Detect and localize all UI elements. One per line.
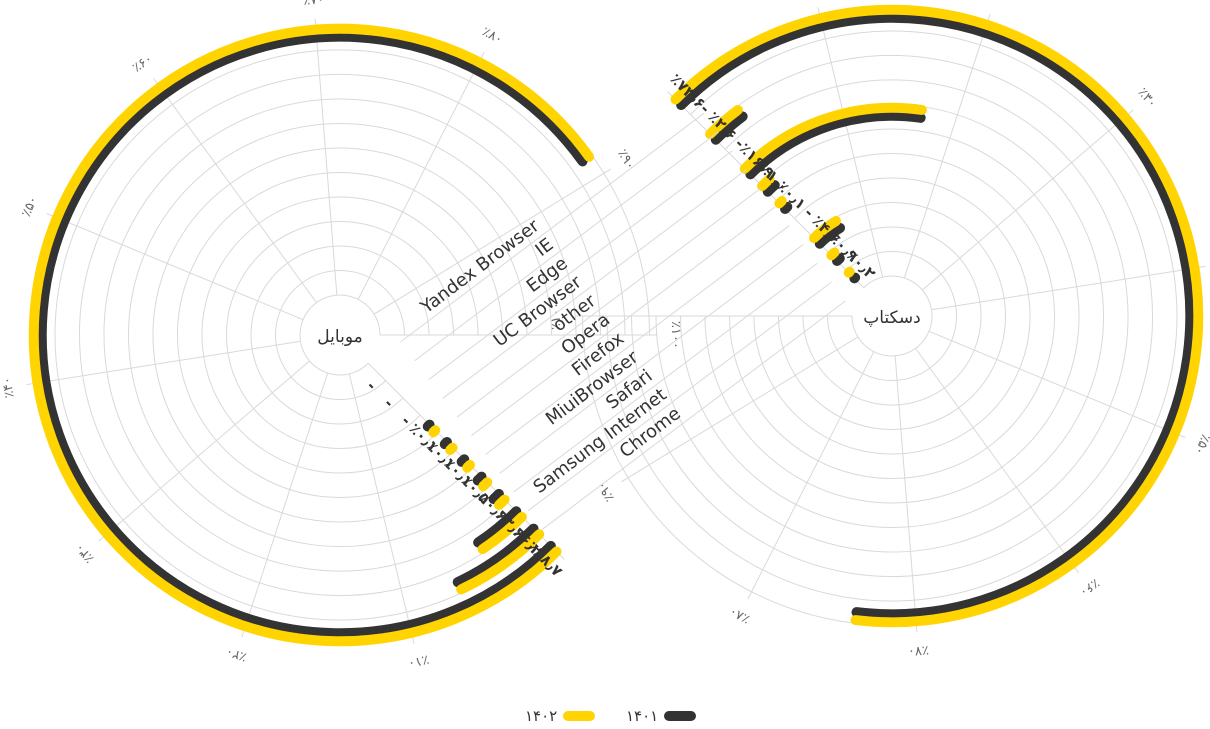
bar-1402 <box>494 494 510 510</box>
category-separator <box>499 244 804 474</box>
bar-1402 <box>462 459 475 473</box>
tick-label: ٪۶۰ <box>1076 575 1102 599</box>
category-separator <box>414 131 719 362</box>
bar-1402 <box>739 102 927 174</box>
legend: ۱۴۰۱ ۱۴۰۲ <box>0 703 1210 729</box>
category-separator <box>400 112 705 343</box>
mobile-chart: ٪۱۰٪۲۰٪۳۰٪۴۰٪۵۰٪۶۰٪۷۰٪۸۰٪۹۰٪۱۰۰---٪۰٫۱٪۰… <box>0 0 683 671</box>
tick-label: ٪۲۰ <box>983 0 1008 7</box>
bar-1402 <box>670 4 1204 628</box>
bar-1402 <box>809 216 842 244</box>
grid-spoke <box>903 13 991 279</box>
legend-item-1402: ۱۴۰۲ <box>525 703 596 729</box>
grid-spoke <box>26 340 301 386</box>
tick-label: ٪۵۰ <box>19 194 41 219</box>
bar-1401 <box>832 253 845 267</box>
bar-1401 <box>762 180 780 197</box>
bar-1402 <box>477 511 527 555</box>
grid-spoke <box>348 373 415 644</box>
grid-spoke <box>928 330 1186 438</box>
legend-item-1401: ۱۴۰۱ <box>626 703 697 729</box>
legend-label: ۱۴۰۲ <box>525 707 558 725</box>
tick-label: ٪۱۰ <box>406 651 430 670</box>
desktop-chart: ٪۱۰٪۲۰٪۳۰٪۴۰٪۵۰٪۶۰٪۷۰٪۸۰٪۹۰٪۱۰۰٪۰٫۲٪۰٫۹٪… <box>549 0 1210 659</box>
bar-1401 <box>710 111 748 145</box>
bar-1402 <box>705 105 743 140</box>
tick-label: ٪۳۰ <box>72 540 97 566</box>
grid-spoke <box>241 372 329 638</box>
tick-label: ٪۵۰ <box>1191 432 1210 457</box>
legend-swatch <box>563 711 596 721</box>
grid-spoke <box>152 77 317 303</box>
category-separator <box>513 262 818 493</box>
bar-1401 <box>456 454 470 467</box>
bar-1401 <box>472 471 487 486</box>
bar-1401 <box>745 110 926 180</box>
bar-1402 <box>774 196 787 209</box>
bar-1402 <box>456 529 545 595</box>
grid-spoke <box>915 348 1080 574</box>
grid-spoke <box>98 360 310 542</box>
tick-label: ٪۸۰ <box>727 603 752 626</box>
category-separator <box>471 206 776 437</box>
grid-spoke <box>817 7 884 278</box>
tick-label: ٪۸۰ <box>480 25 505 48</box>
legend-swatch <box>664 711 697 721</box>
category-separator <box>527 281 832 512</box>
tick-label: ٪۴۰ <box>0 376 18 399</box>
category-separator <box>541 300 846 530</box>
tick-label: ٪۹۰ <box>594 478 618 504</box>
grid-spoke <box>621 336 859 483</box>
tick-label: ٪۳۰ <box>1135 85 1160 111</box>
grid-spoke <box>894 355 918 633</box>
bar-1402 <box>843 266 855 278</box>
category-separator <box>456 187 761 418</box>
bar-1401 <box>452 523 539 588</box>
bar-1401 <box>780 201 793 215</box>
bar-1401 <box>849 272 861 284</box>
bar-1401 <box>439 436 452 450</box>
tick-label: ٪۶۰ <box>130 51 156 75</box>
tick-label: ٪۷۰ <box>303 0 325 9</box>
bar-1402 <box>757 174 775 192</box>
bar-1401 <box>488 488 504 505</box>
grid-spoke <box>314 18 338 296</box>
center-title: موبایل <box>317 327 362 347</box>
center-title: دسکتاپ <box>863 308 921 328</box>
bar-1401 <box>676 12 1196 620</box>
category-separator <box>442 169 747 399</box>
tick-label: ٪۹۰ <box>614 147 638 173</box>
bar-1402 <box>826 247 840 261</box>
bar-1401 <box>422 419 435 432</box>
tick-label: ٪۲۰ <box>224 644 249 665</box>
grid-spoke <box>373 168 611 315</box>
bar-1401 <box>36 31 588 639</box>
bar-1402 <box>478 477 493 492</box>
grid-spoke <box>747 351 875 600</box>
legend-label: ۱۴۰۱ <box>626 707 659 725</box>
grid-spoke <box>922 109 1134 291</box>
category-separator <box>485 225 790 455</box>
grid-spoke <box>931 265 1206 311</box>
grid-spoke <box>357 51 485 300</box>
bar-1402 <box>28 23 595 647</box>
tick-label: ٪۱۰۰ <box>668 321 683 349</box>
bar-1402 <box>445 442 458 455</box>
bar-1402 <box>428 425 441 438</box>
bar-1401 <box>473 506 522 548</box>
tick-label: ٪۷۰ <box>907 642 929 659</box>
category-separator <box>428 150 733 380</box>
grid-spoke <box>46 213 304 321</box>
bar-1401 <box>814 222 846 249</box>
tick-label: ٪۱۰۰ <box>549 302 564 330</box>
